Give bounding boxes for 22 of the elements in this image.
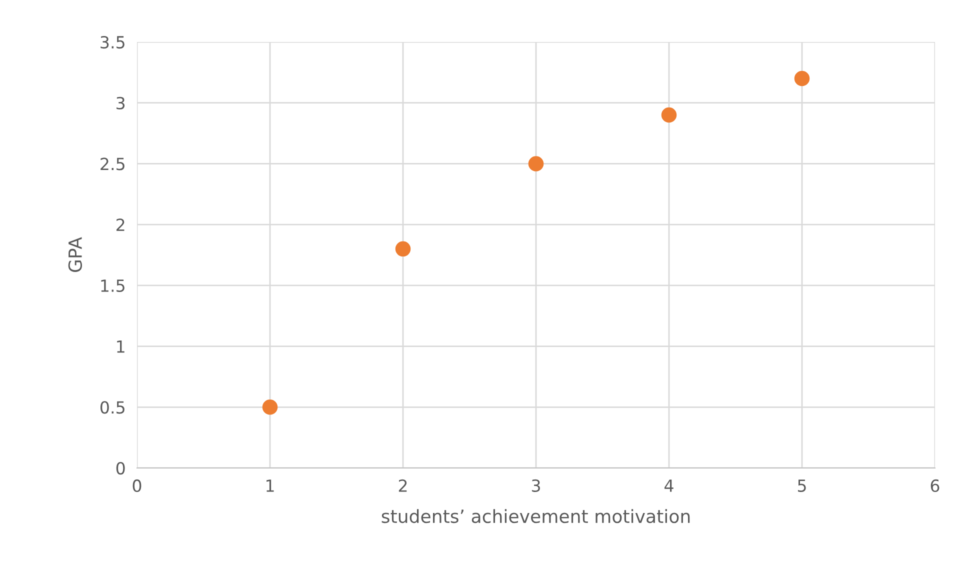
- y-tick-label: 1: [117, 340, 124, 353]
- x-tick-label: 6: [930, 479, 940, 492]
- x-tick-label: 2: [398, 479, 407, 492]
- point: [661, 107, 677, 123]
- x-tick-label: 3: [532, 479, 540, 492]
- x-tick-label: 5: [798, 480, 806, 492]
- y-tick-label: 3.5: [100, 36, 124, 49]
- point: [395, 241, 411, 257]
- x-tick-label: 1: [266, 480, 274, 492]
- y-tick-label: 0.5: [100, 401, 124, 414]
- point: [262, 400, 278, 415]
- y-axis-title: GPA: [68, 237, 82, 272]
- x-tick-label: 0: [132, 479, 142, 492]
- x-axis-title: students’ achievement motivation: [382, 509, 690, 524]
- point: [528, 156, 544, 172]
- y-tick-label: 3: [116, 96, 125, 110]
- y-tick-label: 2: [116, 218, 124, 231]
- x-tick-label: 4: [664, 480, 674, 492]
- y-tick-label: 1.5: [101, 280, 124, 292]
- y-tick-label: 2.5: [100, 158, 124, 170]
- point: [794, 70, 810, 86]
- y-tick-label: 0: [116, 462, 125, 475]
